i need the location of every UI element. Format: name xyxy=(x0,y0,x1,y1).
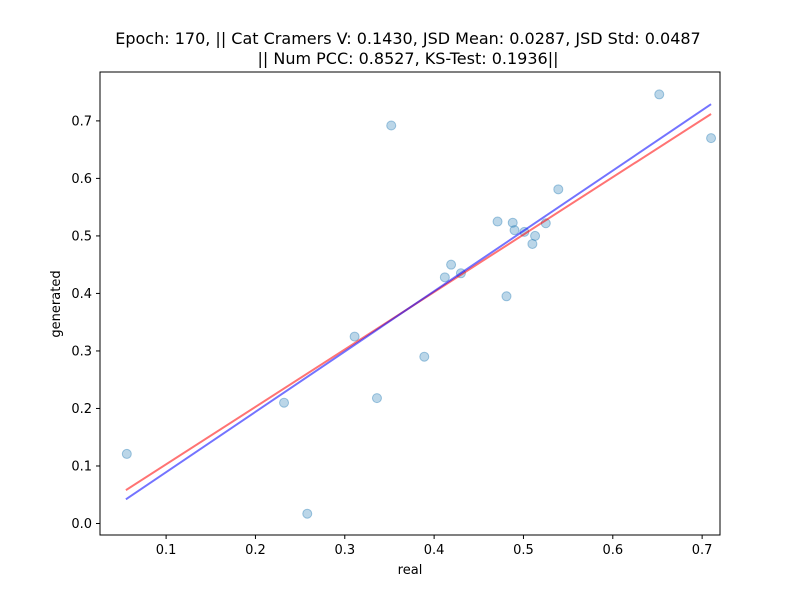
scatter-point-20 xyxy=(654,89,665,100)
chart-title-line1: Epoch: 170, || Cat Cramers V: 0.1430, JS… xyxy=(115,29,700,48)
scatter-point-3 xyxy=(302,508,313,519)
y-axis-label: generated xyxy=(49,270,64,337)
y-tick-label: 0.3 xyxy=(71,344,92,359)
scatter-point-4 xyxy=(349,331,360,342)
x-tick-label: 0.1 xyxy=(156,543,177,558)
x-axis: 0.1 0.2 0.3 0.4 0.5 0.6 0.7 xyxy=(156,535,713,558)
scatter-point-17 xyxy=(530,230,541,241)
x-axis-label: real xyxy=(398,563,423,578)
chart-title-line2: || Num PCC: 0.8527, KS-Test: 0.1936|| xyxy=(258,49,559,68)
scatter-point-19 xyxy=(553,184,564,195)
x-tick-label: 0.7 xyxy=(692,543,713,558)
x-tick-label: 0.5 xyxy=(513,543,534,558)
axes-frame xyxy=(99,71,721,536)
scatter-point-16 xyxy=(527,238,538,249)
scatter-point-14 xyxy=(509,225,520,236)
blue-fit-line xyxy=(125,103,712,501)
y-tick-label: 0.2 xyxy=(71,402,92,417)
y-tick-label: 0.7 xyxy=(71,114,92,129)
x-tick-label: 0.2 xyxy=(245,543,266,558)
scatter-point-8 xyxy=(439,272,450,283)
y-tick-label: 0.6 xyxy=(71,172,92,187)
x-tick-label: 0.3 xyxy=(334,543,355,558)
x-tick-label: 0.4 xyxy=(424,543,445,558)
scatter-point-12 xyxy=(501,291,512,302)
scatter-point-13 xyxy=(507,217,518,228)
x-tick-label: 0.6 xyxy=(602,543,623,558)
plot-area xyxy=(121,89,717,519)
y-tick-label: 0.0 xyxy=(71,517,92,532)
scatter-point-1 xyxy=(121,448,132,459)
y-tick-label: 0.5 xyxy=(71,229,92,244)
scatter-point-6 xyxy=(386,120,397,131)
scatter-point-11 xyxy=(492,216,503,227)
scatter-point-9 xyxy=(446,259,457,270)
y-axis: 0.0 0.1 0.2 0.3 0.4 0.5 0.6 0.7 xyxy=(71,114,100,532)
scatter-point-5 xyxy=(371,393,382,404)
scatter-point-21 xyxy=(706,133,717,144)
y-tick-label: 0.1 xyxy=(71,459,92,474)
scatter-point-2 xyxy=(279,397,290,408)
scatter-point-7 xyxy=(419,351,430,362)
y-tick-label: 0.4 xyxy=(71,287,92,302)
